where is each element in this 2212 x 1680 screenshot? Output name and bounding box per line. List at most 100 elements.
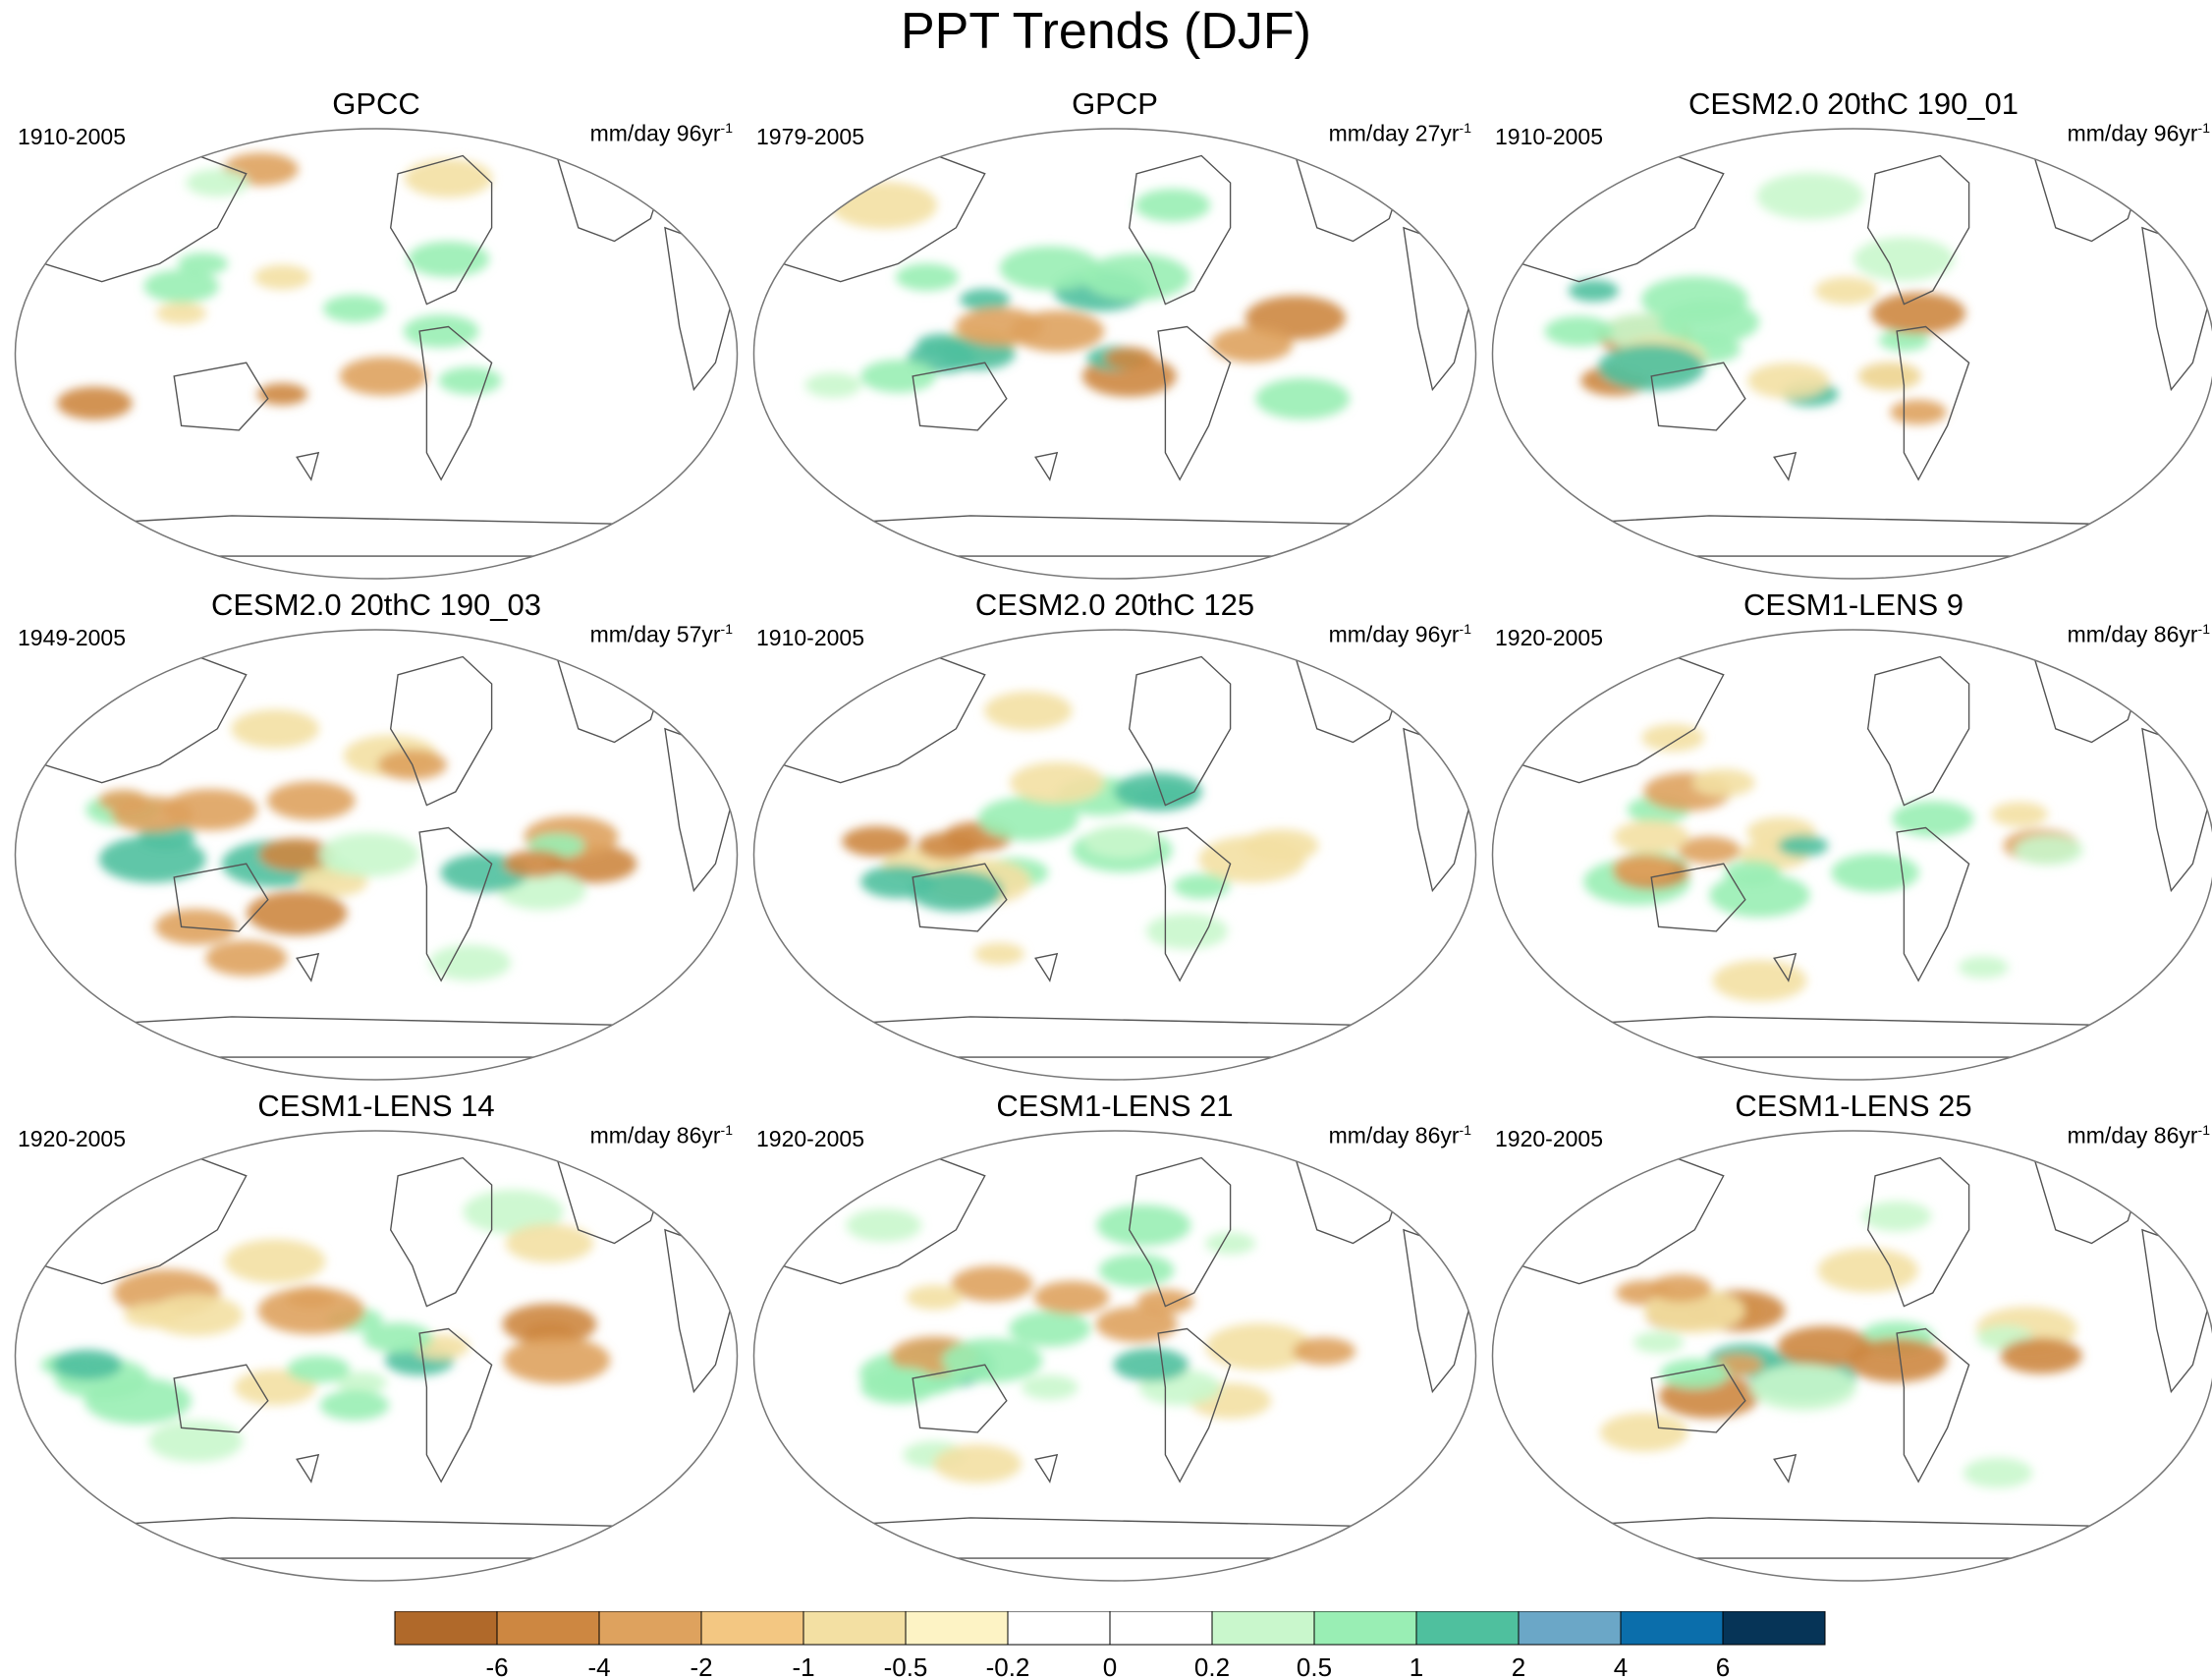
colorbar-tick-label: -2 bbox=[690, 1652, 712, 1680]
trend-region bbox=[1963, 1457, 2033, 1488]
unit-exponent: -1 bbox=[720, 621, 733, 637]
trend-region bbox=[253, 264, 311, 290]
trend-region bbox=[1205, 1323, 1313, 1371]
trend-region bbox=[1857, 362, 1921, 390]
trend-region bbox=[916, 333, 968, 356]
coastline bbox=[1034, 952, 1059, 982]
unit-exponent: -1 bbox=[1459, 120, 1471, 136]
trend-region bbox=[1641, 723, 1705, 752]
colorbar-tick-label: 2 bbox=[1512, 1652, 1525, 1680]
trend-region bbox=[1712, 960, 1807, 1002]
trend-region bbox=[256, 383, 307, 406]
trend-region bbox=[404, 158, 493, 197]
trend-region bbox=[322, 295, 386, 323]
trend-region bbox=[1082, 253, 1190, 301]
trend-region bbox=[1709, 872, 1810, 918]
map-panel: GPCP 1979-2005 mm/day 27yr-1 bbox=[747, 86, 1483, 588]
map-globe bbox=[752, 1130, 1477, 1582]
trend-region bbox=[267, 781, 356, 820]
colorbar-tick-label: -1 bbox=[792, 1652, 814, 1680]
coastline bbox=[1866, 154, 1970, 306]
units-label: mm/day 86yr-1 bbox=[590, 1122, 733, 1149]
period-label: 1910-2005 bbox=[756, 625, 864, 650]
units-label: mm/day 86yr-1 bbox=[2068, 1122, 2210, 1149]
colorbar-bin bbox=[1007, 1611, 1111, 1646]
map-outline bbox=[14, 629, 739, 1081]
figure-title: PPT Trends (DJF) bbox=[900, 3, 1311, 60]
trend-region bbox=[1255, 377, 1351, 420]
units-label: mm/day 86yr-1 bbox=[1329, 1122, 1471, 1149]
trend-region bbox=[933, 1444, 1023, 1484]
units-text: mm/day bbox=[1328, 1122, 1415, 1148]
colorbar-bin bbox=[1211, 1611, 1315, 1646]
units-text: mm/day bbox=[589, 621, 677, 647]
coastline bbox=[1157, 1327, 1232, 1484]
trend-region bbox=[503, 1336, 611, 1384]
colorbar-bin bbox=[1109, 1611, 1213, 1646]
panel-title: CESM1-LENS 25 bbox=[1735, 1089, 1972, 1123]
coastline bbox=[1034, 1453, 1059, 1484]
coastline bbox=[1650, 863, 1746, 932]
trend-region bbox=[1009, 1311, 1091, 1347]
map-globe bbox=[1491, 1130, 2212, 1582]
trend-region bbox=[1814, 276, 1878, 305]
trend-region bbox=[830, 182, 938, 229]
trend-region bbox=[143, 269, 220, 304]
trend-region bbox=[1678, 836, 1741, 865]
map-outline bbox=[14, 128, 739, 580]
trend-region bbox=[1991, 802, 2048, 827]
trend-span: 86yr bbox=[676, 1122, 721, 1148]
trend-region bbox=[257, 1287, 365, 1334]
trend-region bbox=[1597, 343, 1705, 391]
map-panel: CESM2.0 20thC 125 1910-2005 mm/day 96yr-1 bbox=[747, 588, 1483, 1089]
trend-region bbox=[1010, 761, 1105, 804]
panel-title: CESM2.0 20thC 125 bbox=[974, 588, 1255, 622]
trend-region bbox=[83, 1377, 192, 1425]
trend-region bbox=[1033, 1280, 1110, 1315]
period-label: 1979-2005 bbox=[756, 124, 864, 149]
colorbar-bin bbox=[1722, 1611, 1826, 1646]
map-globe bbox=[14, 1130, 739, 1582]
coastline bbox=[912, 863, 1008, 932]
trend-region bbox=[1544, 315, 1614, 347]
trend-region bbox=[52, 1349, 123, 1380]
trend-region bbox=[1211, 326, 1294, 363]
colorbar-bin bbox=[598, 1611, 702, 1646]
coastline bbox=[1773, 451, 1797, 481]
trend-region bbox=[1134, 189, 1211, 222]
unit-exponent: -1 bbox=[720, 120, 733, 136]
coastline bbox=[1896, 325, 1970, 481]
colorbar-bin bbox=[394, 1611, 498, 1646]
trend-region bbox=[339, 357, 428, 396]
coastline bbox=[1034, 451, 1059, 481]
trend-region bbox=[34, 143, 111, 177]
trend-span: 86yr bbox=[2153, 621, 2198, 647]
coastline bbox=[296, 451, 320, 481]
trend-region bbox=[1173, 873, 1230, 899]
map-panel: CESM2.0 20thC 190_01 1910-2005 mm/day 96yr… bbox=[1485, 86, 2212, 588]
trend-region bbox=[205, 940, 288, 977]
colorbar-tick-label: 1 bbox=[1410, 1652, 1423, 1680]
period-label: 1910-2005 bbox=[1495, 124, 1603, 149]
trend-region bbox=[1691, 768, 1755, 797]
trend-region bbox=[1612, 854, 1676, 882]
coastline bbox=[1157, 826, 1232, 982]
coastline bbox=[1128, 1156, 1232, 1308]
coastline bbox=[1866, 1156, 1970, 1308]
map-globe bbox=[14, 128, 739, 580]
trend-region bbox=[804, 372, 862, 398]
trend-region bbox=[1777, 1325, 1872, 1368]
trend-region bbox=[860, 360, 936, 393]
trend-region bbox=[1600, 1413, 1688, 1452]
unit-exponent: -1 bbox=[2197, 1122, 2210, 1138]
colorbar: -6 -4 -2 -1 -0.5 -0.2 0 0.2 0.5 1 2 4 6 bbox=[394, 1611, 1826, 1680]
trend-region bbox=[319, 1390, 390, 1421]
trend-region bbox=[22, 129, 110, 162]
colorbar-bin bbox=[1313, 1611, 1417, 1646]
trend-region bbox=[906, 1284, 964, 1311]
coastline bbox=[1128, 655, 1232, 807]
unit-exponent: -1 bbox=[2197, 120, 2210, 136]
coastline bbox=[1773, 952, 1797, 982]
trend-region bbox=[1098, 1254, 1175, 1287]
trend-region bbox=[98, 789, 149, 812]
